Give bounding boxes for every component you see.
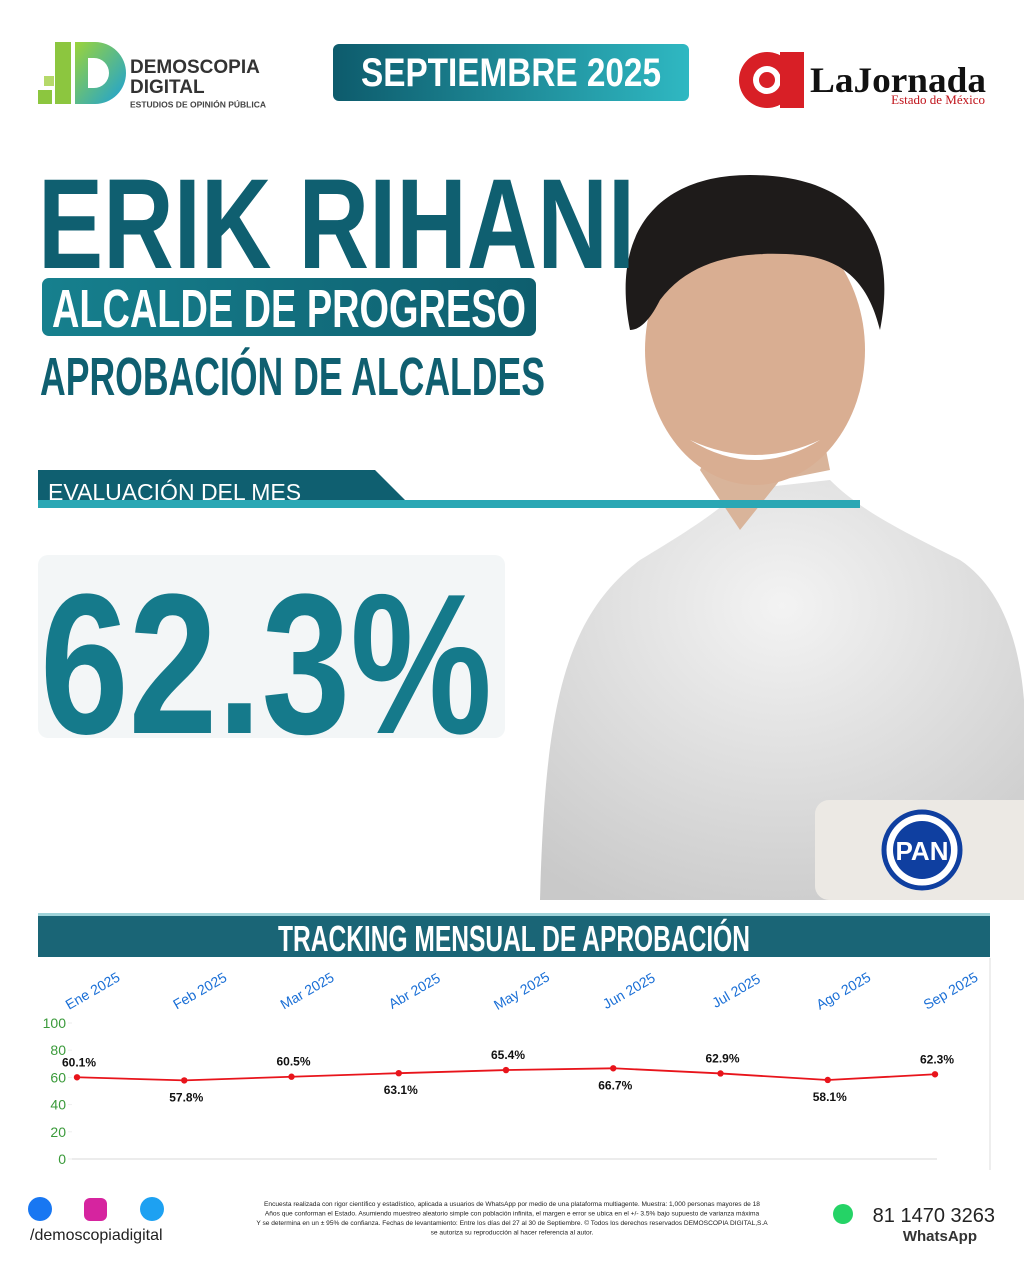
point bbox=[181, 1077, 188, 1084]
evaluation-value: 62.3% bbox=[40, 553, 492, 776]
point bbox=[824, 1076, 831, 1084]
point bbox=[395, 1069, 402, 1077]
evaluation-rule bbox=[38, 500, 860, 508]
data-label: 58.1% bbox=[813, 1090, 847, 1104]
brand-name-2: DIGITAL bbox=[130, 77, 205, 98]
chart-title-bar bbox=[38, 915, 990, 957]
chart-title: TRACKING MENSUAL DE APROBACIÓN bbox=[278, 917, 750, 959]
disclaimer-line: se autoriza su reproducción al hacer ref… bbox=[431, 1230, 594, 1237]
y-tick-label: 60 bbox=[50, 1069, 66, 1085]
y-tick-label: 20 bbox=[50, 1124, 66, 1140]
role-badge bbox=[42, 278, 536, 336]
brand-tagline: ESTUDIOS DE OPINIÓN PÚBLICA bbox=[130, 98, 266, 109]
data-label: 65.4% bbox=[491, 1048, 525, 1062]
brand-name: DEMOSCOPIA bbox=[130, 57, 260, 78]
data-label: 63.1% bbox=[384, 1083, 418, 1097]
y-tick-label: 80 bbox=[50, 1042, 66, 1058]
brand-logo bbox=[38, 42, 126, 104]
data-label: 60.5% bbox=[276, 1055, 310, 1069]
subtitle: APROBACIÓN DE ALCALDES bbox=[40, 347, 545, 407]
evaluation-banner bbox=[38, 470, 405, 500]
whatsapp-icon[interactable] bbox=[833, 1204, 853, 1224]
partner-logo bbox=[739, 52, 804, 108]
twitter-icon[interactable] bbox=[140, 1197, 164, 1221]
partner-name: LaJornada bbox=[810, 60, 986, 100]
evaluation-label: EVALUACIÓN DEL MES bbox=[48, 479, 301, 505]
date-badge bbox=[333, 44, 689, 101]
point bbox=[288, 1073, 295, 1080]
data-label: 62.3% bbox=[920, 1052, 954, 1066]
data-label: 66.7% bbox=[598, 1078, 632, 1092]
phone: 81 1470 3263 bbox=[873, 1205, 995, 1227]
point bbox=[610, 1065, 617, 1072]
instagram-icon[interactable] bbox=[84, 1198, 107, 1221]
date-badge-text: SEPTIEMBRE 2025 bbox=[361, 51, 661, 95]
y-tick-label: 0 bbox=[58, 1151, 66, 1167]
y-tick-label: 100 bbox=[43, 1015, 67, 1031]
phone-label: WhatsApp bbox=[903, 1228, 977, 1245]
chart-title-rule bbox=[38, 913, 990, 916]
facebook-icon[interactable] bbox=[28, 1197, 52, 1221]
social-handle: /demoscopiadigital bbox=[30, 1227, 163, 1244]
party-logo-inner bbox=[893, 821, 951, 879]
data-label: 62.9% bbox=[705, 1051, 739, 1065]
disclaimer-line: Años que conforman el Estado. Asumiendo … bbox=[265, 1211, 760, 1218]
disclaimer-line: Encuesta realizada con rigor científico … bbox=[264, 1201, 760, 1208]
partner-edition: Estado de México bbox=[891, 92, 985, 107]
point bbox=[502, 1066, 510, 1074]
candidate-photo bbox=[540, 175, 1024, 900]
disclaimer: Encuesta realizada con rigor científico … bbox=[256, 1201, 768, 1237]
point bbox=[931, 1071, 939, 1078]
data-label: 60.1% bbox=[62, 1055, 96, 1069]
candidate-name: ERIK RIHANI bbox=[38, 153, 635, 296]
disclaimer-line: Y se determina en un ± 95% de confianza.… bbox=[256, 1219, 768, 1227]
point bbox=[73, 1074, 81, 1081]
party-name: PAN bbox=[896, 836, 949, 866]
data-label: 57.8% bbox=[169, 1090, 203, 1104]
role-text: ALCALDE DE PROGRESO bbox=[52, 279, 526, 339]
y-tick-label: 40 bbox=[50, 1097, 66, 1113]
point bbox=[717, 1070, 724, 1077]
evaluation-box bbox=[38, 555, 505, 738]
